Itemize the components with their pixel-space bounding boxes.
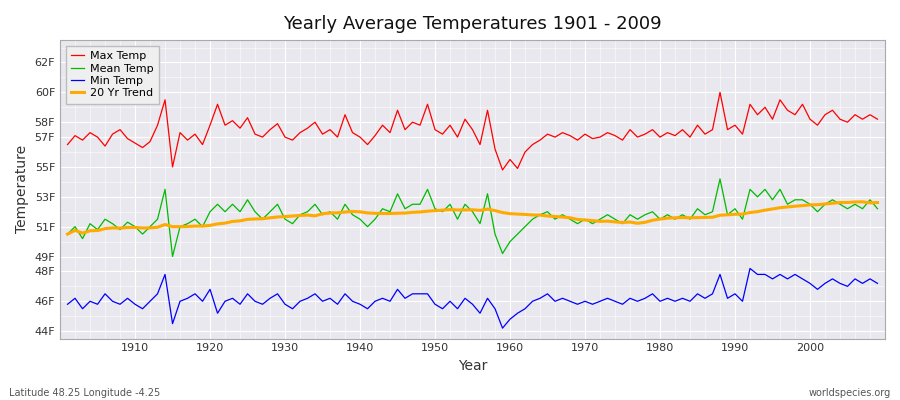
20 Yr Trend — [62, 232, 73, 236]
Mean Temp — [715, 176, 725, 181]
Max Temp — [872, 117, 883, 122]
Mean Temp — [872, 206, 883, 211]
Text: Latitude 48.25 Longitude -4.25: Latitude 48.25 Longitude -4.25 — [9, 388, 160, 398]
Max Temp — [497, 168, 508, 172]
Max Temp — [122, 136, 133, 141]
Max Temp — [505, 157, 516, 162]
Min Temp — [287, 306, 298, 311]
20 Yr Trend — [505, 211, 516, 216]
20 Yr Trend — [287, 214, 298, 218]
20 Yr Trend — [332, 210, 343, 215]
Min Temp — [122, 296, 133, 301]
X-axis label: Year: Year — [458, 359, 487, 373]
Title: Yearly Average Temperatures 1901 - 2009: Yearly Average Temperatures 1901 - 2009 — [284, 15, 662, 33]
Y-axis label: Temperature: Temperature — [15, 145, 29, 234]
Max Temp — [287, 138, 298, 142]
Max Temp — [715, 90, 725, 95]
Mean Temp — [122, 220, 133, 224]
Max Temp — [62, 142, 73, 147]
20 Yr Trend — [857, 200, 868, 204]
Mean Temp — [512, 232, 523, 236]
Line: Min Temp: Min Temp — [68, 268, 878, 328]
20 Yr Trend — [497, 210, 508, 215]
Mean Temp — [505, 239, 516, 244]
Line: 20 Yr Trend: 20 Yr Trend — [68, 202, 878, 234]
Mean Temp — [62, 232, 73, 236]
Mean Temp — [294, 212, 305, 217]
20 Yr Trend — [122, 225, 133, 230]
Line: Mean Temp: Mean Temp — [68, 179, 878, 256]
Max Temp — [512, 166, 523, 171]
Line: Max Temp: Max Temp — [68, 92, 878, 170]
Min Temp — [602, 296, 613, 301]
Min Temp — [332, 302, 343, 307]
Min Temp — [744, 266, 755, 271]
Min Temp — [497, 326, 508, 330]
Min Temp — [512, 311, 523, 316]
Mean Temp — [602, 212, 613, 217]
Legend: Max Temp, Mean Temp, Min Temp, 20 Yr Trend: Max Temp, Mean Temp, Min Temp, 20 Yr Tre… — [66, 46, 159, 104]
Min Temp — [505, 317, 516, 322]
20 Yr Trend — [595, 219, 606, 224]
Min Temp — [62, 302, 73, 307]
Max Temp — [332, 135, 343, 140]
Max Temp — [602, 130, 613, 135]
Min Temp — [872, 281, 883, 286]
Mean Temp — [339, 202, 350, 207]
20 Yr Trend — [872, 200, 883, 205]
Text: worldspecies.org: worldspecies.org — [809, 388, 891, 398]
Mean Temp — [167, 254, 178, 259]
